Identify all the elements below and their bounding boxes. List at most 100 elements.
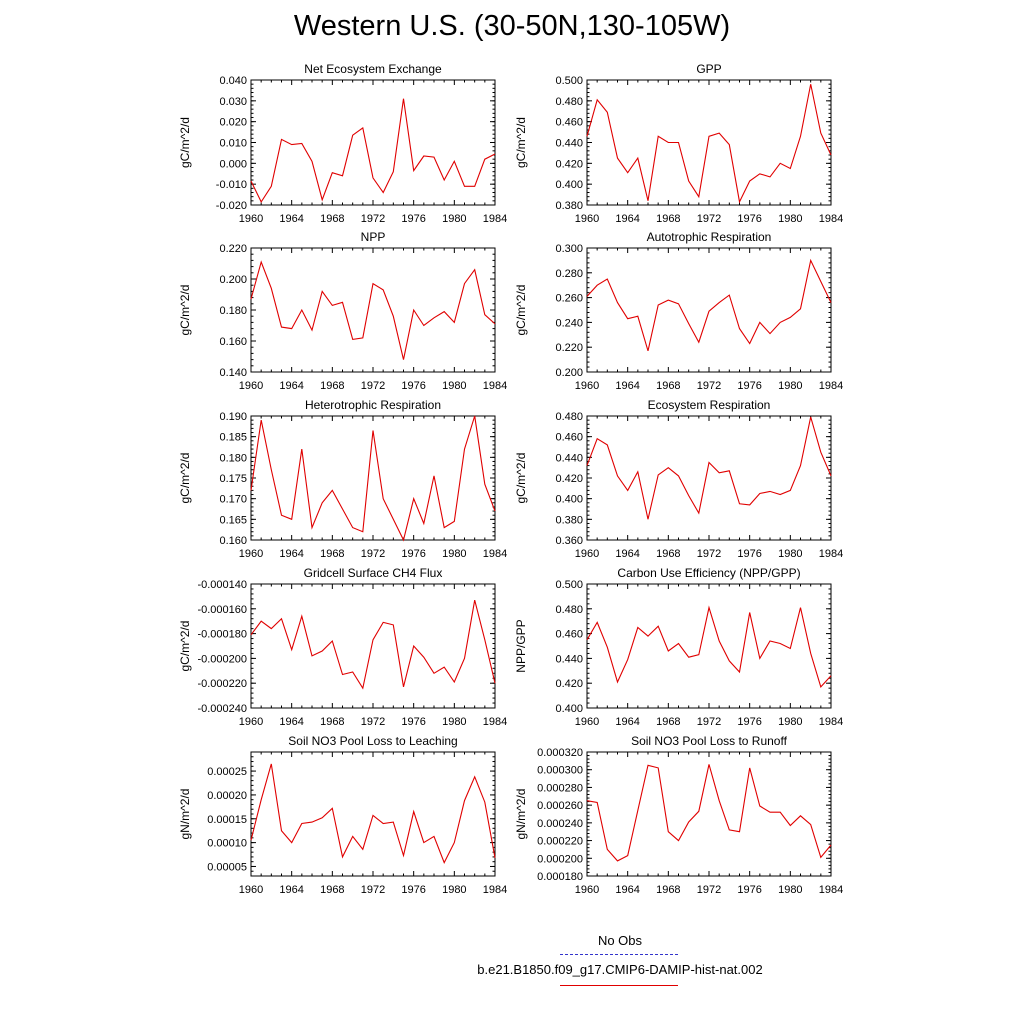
y-tick-label: 0.000320	[537, 747, 583, 759]
x-tick-label: 1984	[483, 380, 507, 392]
series-line	[250, 599, 496, 690]
panel-3: NPP gC/m^2/d 0.140 0.160 0.180 0.200 0.220 1960…	[178, 230, 507, 392]
x-tick-label: 1972	[697, 884, 721, 896]
panel-2: GPP gC/m^2/d 0.380 0.400 0.420 0.440 0.460 0.48…	[514, 62, 843, 225]
x-tick-label: 1976	[401, 548, 425, 560]
panel-title: GPP	[696, 62, 721, 76]
series-line	[586, 416, 832, 520]
series-line	[250, 763, 496, 864]
x-tick-label: 1976	[737, 380, 761, 392]
x-tick-label: 1964	[615, 716, 639, 728]
y-tick-label: 0.00025	[207, 766, 247, 778]
y-tick-label: 0.030	[219, 96, 247, 108]
plot-frame	[250, 247, 496, 373]
y-tick-label: 0.300	[555, 243, 583, 255]
y-tick-label: 0.200	[555, 367, 583, 379]
panel-1: Net Ecosystem Exchange gC/m^2/d -0.020 -0.0…	[178, 62, 507, 225]
y-tick-label: 0.000240	[537, 818, 583, 830]
y-axis-label: gC/m^2/d	[178, 621, 192, 672]
figure-title: Western U.S. (30-50N,130-105W)	[293, 10, 731, 42]
x-tick-label: 1976	[737, 884, 761, 896]
panel-9: Soil NO3 Pool Loss to Leaching gN/m^2/d 0.…	[178, 734, 507, 896]
y-tick-label: 0.000220	[537, 836, 583, 848]
x-tick-label: 1980	[442, 716, 466, 728]
y-tick-label: 0.185	[219, 432, 247, 444]
y-tick-label: -0.000220	[197, 678, 247, 690]
panel-title: Ecosystem Respiration	[648, 398, 771, 412]
series-line	[250, 415, 496, 542]
x-tick-label: 1960	[575, 548, 599, 560]
x-tick-label: 1972	[697, 548, 721, 560]
y-tick-label: 0.420	[555, 473, 583, 485]
y-tick-label: 0.240	[555, 317, 583, 329]
x-tick-label: 1960	[575, 716, 599, 728]
y-axis-label: NPP/GPP	[514, 619, 528, 672]
x-tick-label: 1976	[401, 884, 425, 896]
y-tick-label: 0.000280	[537, 782, 583, 794]
y-tick-label: 0.00005	[207, 861, 247, 873]
x-tick-label: 1972	[361, 213, 385, 225]
legend-obs-swatch	[560, 954, 678, 955]
y-tick-label: 0.220	[219, 243, 247, 255]
x-tick-label: 1976	[737, 716, 761, 728]
x-tick-label: 1980	[442, 884, 466, 896]
plot-frame	[586, 415, 832, 541]
x-tick-label: 1964	[615, 884, 639, 896]
x-tick-label: 1984	[819, 548, 843, 560]
y-tick-label: -0.000240	[197, 703, 247, 715]
series-line	[250, 260, 496, 360]
series-line	[250, 98, 496, 204]
y-tick-label: 0.440	[555, 452, 583, 464]
panel-title: Soil NO3 Pool Loss to Leaching	[288, 734, 457, 748]
panel-title: Carbon Use Efficiency (NPP/GPP)	[617, 566, 800, 580]
y-tick-label: 0.260	[555, 293, 583, 305]
y-tick-label: 0.400	[555, 494, 583, 506]
y-tick-label: 0.010	[219, 138, 247, 150]
x-tick-label: 1980	[778, 884, 802, 896]
y-tick-label: 0.360	[555, 535, 583, 547]
x-tick-label: 1972	[361, 716, 385, 728]
x-tick-label: 1984	[483, 548, 507, 560]
y-tick-label: 0.480	[555, 411, 583, 423]
y-tick-label: 0.220	[555, 342, 583, 354]
x-tick-label: 1968	[656, 380, 680, 392]
x-tick-label: 1972	[697, 716, 721, 728]
legend-model-label: b.e21.B1850.f09_g17.CMIP6-DAMIP-hist-nat…	[477, 962, 763, 977]
panel-8: Carbon Use Efficiency (NPP/GPP) NPP/GPP 0.…	[514, 566, 843, 728]
y-tick-label: 0.175	[219, 473, 247, 485]
x-tick-label: 1984	[819, 716, 843, 728]
y-tick-label: 0.480	[555, 604, 583, 616]
y-tick-label: -0.000160	[197, 604, 247, 616]
y-tick-label: 0.460	[555, 432, 583, 444]
y-tick-label: -0.020	[216, 200, 247, 212]
y-tick-label: 0.000180	[537, 871, 583, 883]
y-tick-label: 0.190	[219, 411, 247, 423]
y-tick-label: 0.180	[219, 452, 247, 464]
x-tick-label: 1968	[320, 380, 344, 392]
panel-title: Autotrophic Respiration	[647, 230, 772, 244]
x-tick-label: 1980	[442, 548, 466, 560]
panel-6: Ecosystem Respiration gC/m^2/d 0.360 0.380 0…	[514, 398, 843, 560]
series-line	[586, 84, 832, 204]
x-tick-label: 1968	[656, 716, 680, 728]
y-tick-label: -0.010	[216, 179, 247, 191]
y-tick-label: 0.500	[555, 75, 583, 87]
y-tick-label: -0.000140	[197, 579, 247, 591]
y-tick-label: 0.000300	[537, 765, 583, 777]
y-tick-label: 0.380	[555, 200, 583, 212]
series-line	[586, 258, 832, 352]
x-tick-label: 1960	[575, 884, 599, 896]
x-tick-label: 1972	[361, 380, 385, 392]
series-line	[586, 764, 832, 862]
x-tick-label: 1976	[737, 548, 761, 560]
x-tick-label: 1964	[279, 716, 303, 728]
plot-frame	[586, 583, 832, 709]
y-axis-label: gC/m^2/d	[514, 117, 528, 168]
x-tick-label: 1980	[778, 548, 802, 560]
x-tick-label: 1968	[320, 548, 344, 560]
y-tick-label: 0.460	[555, 117, 583, 129]
y-axis-label: gN/m^2/d	[178, 789, 192, 840]
y-axis-label: gN/m^2/d	[514, 789, 528, 840]
x-tick-label: 1980	[442, 380, 466, 392]
x-tick-label: 1972	[697, 213, 721, 225]
